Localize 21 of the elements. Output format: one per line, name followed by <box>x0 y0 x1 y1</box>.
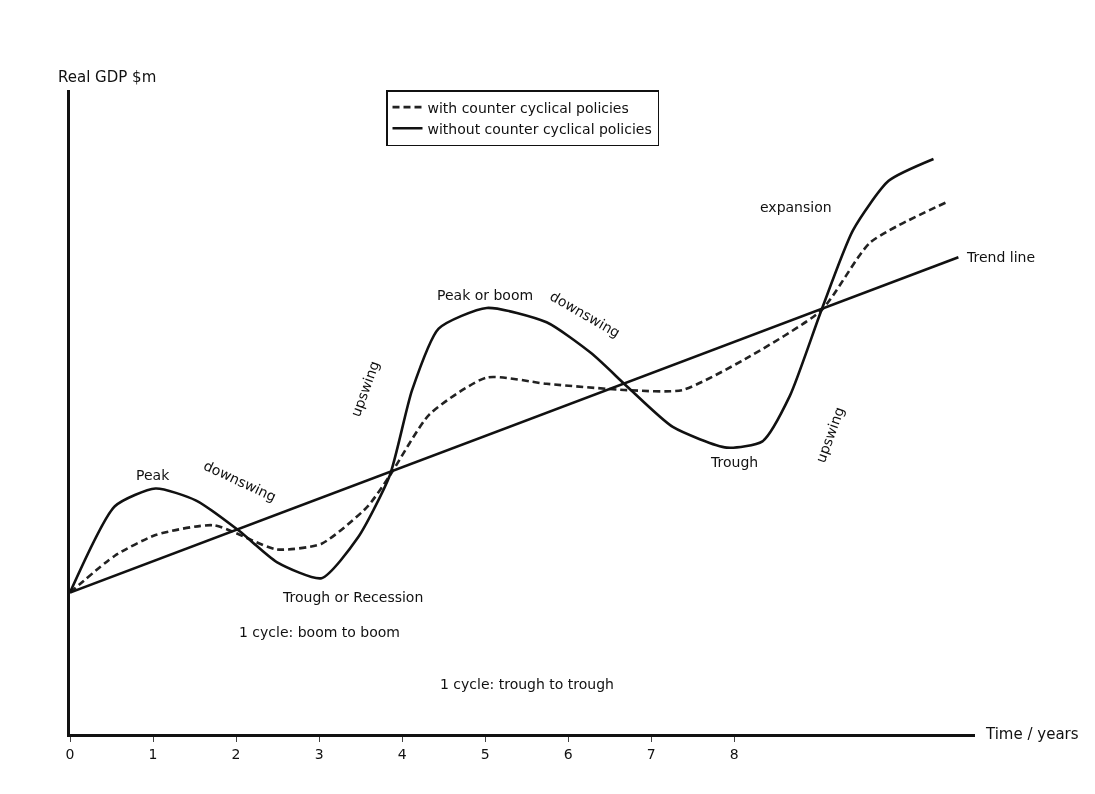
x-tick-label: 4 <box>397 745 407 762</box>
x-tick-label: 7 <box>646 745 656 762</box>
x-axis-title: Time / years <box>985 725 1079 743</box>
annotation: expansion <box>760 199 832 215</box>
annotation: 1 cycle: boom to boom <box>239 624 400 640</box>
x-tick-label: 6 <box>563 745 573 762</box>
annotation: Peak <box>136 467 171 483</box>
x-tick-label: 2 <box>231 745 241 762</box>
series-label: Trend line <box>966 249 1036 265</box>
annotation: Trough or Recession <box>282 589 424 605</box>
annotation: 1 cycle: trough to trough <box>440 676 614 692</box>
x-tick-label: 8 <box>729 745 739 762</box>
annotation: Trough <box>710 454 759 470</box>
legend-label: without counter cyclical policies <box>427 120 652 137</box>
x-tick-label: 5 <box>480 745 490 762</box>
x-tick-label: 3 <box>314 745 324 762</box>
annotation: Peak or boom <box>437 287 534 303</box>
x-tick-label: 1 <box>148 745 158 762</box>
legend-label: with counter cyclical policies <box>427 99 629 116</box>
x-tick-label: 0 <box>65 745 75 762</box>
y-axis-title: Real GDP $m <box>58 68 157 86</box>
